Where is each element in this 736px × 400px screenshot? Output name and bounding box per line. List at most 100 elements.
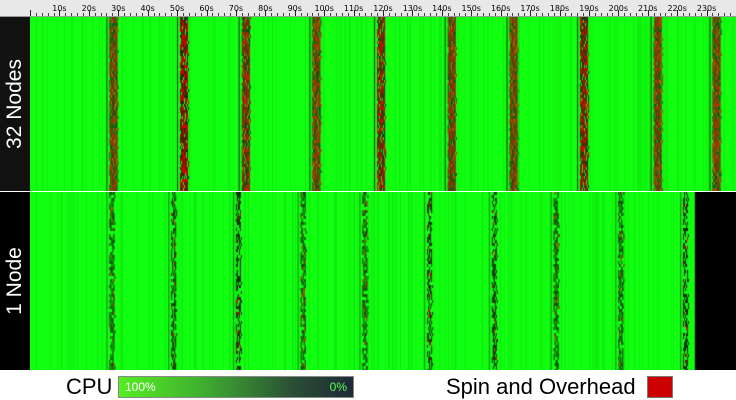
tick-label: 230s	[696, 4, 717, 13]
ruler-tick	[683, 13, 685, 16]
ruler-tick	[312, 13, 314, 16]
ruler-tick	[483, 13, 485, 16]
ruler-tick	[165, 13, 167, 16]
ruler-tick	[477, 13, 479, 16]
ruler-tick	[547, 13, 549, 16]
ruler-tick	[35, 13, 37, 16]
ruler-tick	[635, 13, 637, 16]
ruler-tick	[259, 13, 261, 16]
ruler-tick	[277, 13, 279, 16]
ruler-tick	[371, 13, 373, 16]
ruler-tick	[88, 10, 90, 16]
ruler-tick	[235, 10, 237, 16]
tick-label: 50s	[169, 4, 185, 13]
ruler-tick	[700, 13, 702, 16]
ruler-tick	[300, 13, 302, 16]
ruler-tick	[365, 13, 367, 16]
ruler-tick	[41, 13, 43, 16]
ruler-tick	[424, 13, 426, 16]
ruler-tick	[265, 10, 267, 16]
legend-cpu-gradient: 100% 0%	[118, 376, 354, 398]
ruler-tick	[600, 13, 602, 16]
ruler-tick	[171, 13, 173, 16]
ruler-tick	[206, 10, 208, 16]
ruler-tick	[347, 13, 349, 16]
ruler-tick	[112, 13, 114, 16]
ruler-tick	[130, 13, 132, 16]
ruler-tick	[82, 13, 84, 16]
ruler-tick	[606, 13, 608, 16]
ruler-tick	[353, 10, 355, 16]
ruler-tick	[318, 13, 320, 16]
legend-cpu-max: 100%	[125, 380, 156, 394]
heatmap-1-node	[30, 192, 736, 370]
ruler-tick	[59, 10, 61, 16]
ruler-tick	[106, 13, 108, 16]
ruler-tick	[418, 13, 420, 16]
ruler-tick	[377, 13, 379, 16]
ruler-tick	[94, 13, 96, 16]
tick-label: 70s	[228, 4, 244, 13]
tick-label: 40s	[140, 4, 155, 13]
ruler-tick	[324, 10, 326, 16]
ruler-tick	[224, 13, 226, 16]
ruler-tick	[288, 13, 290, 16]
legend-spin-label: Spin and Overhead	[446, 374, 636, 399]
tick-label: 170s	[520, 4, 540, 13]
ruler-tick	[694, 13, 696, 16]
ruler-tick	[506, 13, 508, 16]
ruler-tick	[500, 10, 502, 16]
ruler-tick	[594, 13, 596, 16]
ruler-tick	[200, 13, 202, 16]
ruler-tick	[688, 13, 690, 16]
ruler-tick	[659, 13, 661, 16]
ruler-tick	[706, 10, 708, 16]
ruler-tick	[412, 10, 414, 16]
ruler-tick	[430, 13, 432, 16]
ruler-tick	[618, 10, 620, 16]
tick-label: 90s	[287, 4, 302, 13]
time-axis-ruler: 10s 20s 30s 40s 50s 60s 70s 80s 90s 100s 110s 120s 1…	[30, 0, 736, 17]
tick-label: 210s	[638, 4, 658, 13]
ruler-tick	[394, 13, 396, 16]
legend-spin-swatch	[647, 376, 673, 398]
tick-label: 100s	[314, 4, 334, 13]
ruler-tick	[253, 13, 255, 16]
ruler-tick	[630, 13, 632, 16]
ruler-tick	[730, 13, 732, 16]
ruler-tick	[335, 13, 337, 16]
ruler-tick	[583, 13, 585, 16]
ruler-tick	[541, 13, 543, 16]
ruler-tick	[494, 13, 496, 16]
ruler-tick	[453, 13, 455, 16]
ruler-tick	[624, 13, 626, 16]
ruler-tick	[512, 13, 514, 16]
ruler-tick	[30, 10, 31, 16]
ruler-tick	[677, 10, 679, 16]
ruler-tick	[588, 10, 590, 16]
heatmap-canvas-1-node	[30, 192, 736, 370]
ruler-tick	[671, 13, 673, 16]
ruler-tick	[724, 13, 726, 16]
tick-label: 130s	[402, 4, 423, 13]
ruler-tick	[712, 13, 714, 16]
ruler-tick	[153, 13, 155, 16]
tick-label: 200s	[608, 4, 629, 13]
ruler-tick	[535, 13, 537, 16]
ruler-tick	[577, 13, 579, 16]
ruler-tick	[177, 10, 179, 16]
ruler-tick	[47, 13, 49, 16]
ruler-tick	[647, 10, 649, 16]
ruler-tick	[524, 13, 526, 16]
tick-label: 10s	[52, 4, 67, 13]
ruler-tick	[100, 13, 102, 16]
ruler-tick	[459, 13, 461, 16]
legend: CPU 100% 0% Spin and Overhead	[0, 372, 736, 399]
ruler-tick	[118, 10, 120, 16]
ruler-tick	[435, 13, 437, 16]
ruler-tick	[559, 10, 561, 16]
ruler-tick	[194, 13, 196, 16]
ruler-tick	[282, 13, 284, 16]
tick-label: 120s	[373, 4, 393, 13]
ruler-tick	[212, 13, 214, 16]
